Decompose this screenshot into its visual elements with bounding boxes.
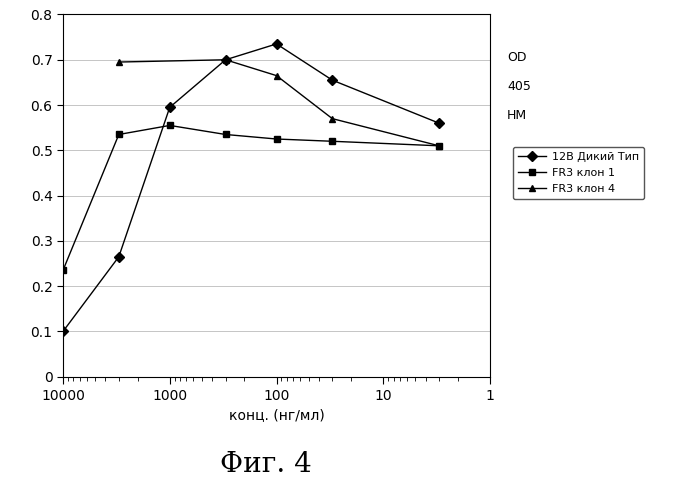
Text: НМ: НМ <box>507 110 527 122</box>
Text: Фиг. 4: Фиг. 4 <box>220 451 312 478</box>
12В Дикий Тип <box>221 57 230 63</box>
Line: FR3 клон 4: FR3 клон 4 <box>116 57 442 149</box>
FR3 клон 1 <box>59 268 67 273</box>
FR3 клон 4 <box>272 73 281 79</box>
12В Дикий Тип <box>328 77 337 83</box>
Legend: 12В Дикий Тип, FR3 клон 1, FR3 клон 4: 12В Дикий Тип, FR3 клон 1, FR3 клон 4 <box>512 147 644 199</box>
FR3 клон 1 <box>328 138 337 144</box>
Text: OD: OD <box>507 52 526 64</box>
FR3 клон 1 <box>272 136 281 142</box>
12В Дикий Тип <box>165 104 174 110</box>
12В Дикий Тип <box>59 328 67 334</box>
Text: 405: 405 <box>507 81 531 93</box>
Line: 12В Дикий Тип: 12В Дикий Тип <box>60 41 442 335</box>
FR3 клон 1 <box>221 131 230 137</box>
12В Дикий Тип <box>115 254 123 260</box>
FR3 клон 1 <box>115 131 123 137</box>
12В Дикий Тип <box>435 120 443 126</box>
12В Дикий Тип <box>272 41 281 47</box>
FR3 клон 4 <box>115 59 123 65</box>
FR3 клон 1 <box>165 123 174 128</box>
FR3 клон 4 <box>328 116 337 122</box>
FR3 клон 4 <box>435 143 443 149</box>
FR3 клон 1 <box>435 143 443 149</box>
Line: FR3 клон 1: FR3 клон 1 <box>60 122 442 274</box>
FR3 клон 4 <box>221 57 230 63</box>
X-axis label: конц. (нг/мл): конц. (нг/мл) <box>229 408 324 422</box>
